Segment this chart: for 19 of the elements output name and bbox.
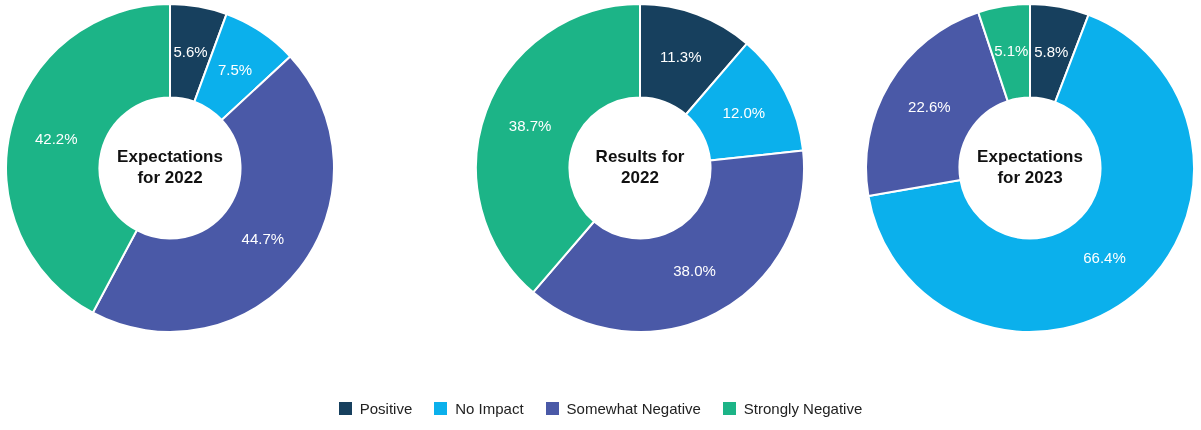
data-label: 66.4% (1083, 248, 1126, 266)
text: Expectations for 2023 (977, 147, 1083, 188)
data-label: 44.7% (241, 229, 285, 247)
data-label: 12.0% (722, 103, 766, 121)
data-label: 5.8% (1034, 42, 1069, 60)
legend-label: Positive (359, 400, 413, 417)
text: Expectations for 2022 (117, 147, 223, 188)
data-label: 22.6% (908, 97, 951, 115)
data-label: 5.6% (173, 42, 208, 60)
data-label: 38.0% (673, 261, 716, 279)
legend-label: Somewhat Negative (566, 400, 701, 417)
data-label: 42.2% (34, 129, 78, 147)
data-label: 5.1% (994, 42, 1029, 60)
data-label: 7.5% (217, 60, 253, 78)
data-label: 11.3% (660, 48, 702, 66)
data-label: 38.7% (508, 117, 552, 135)
legend-label: No Impact (455, 400, 524, 417)
legend-label: Strongly Negative (743, 400, 863, 417)
text: Results for 2022 (595, 147, 685, 188)
